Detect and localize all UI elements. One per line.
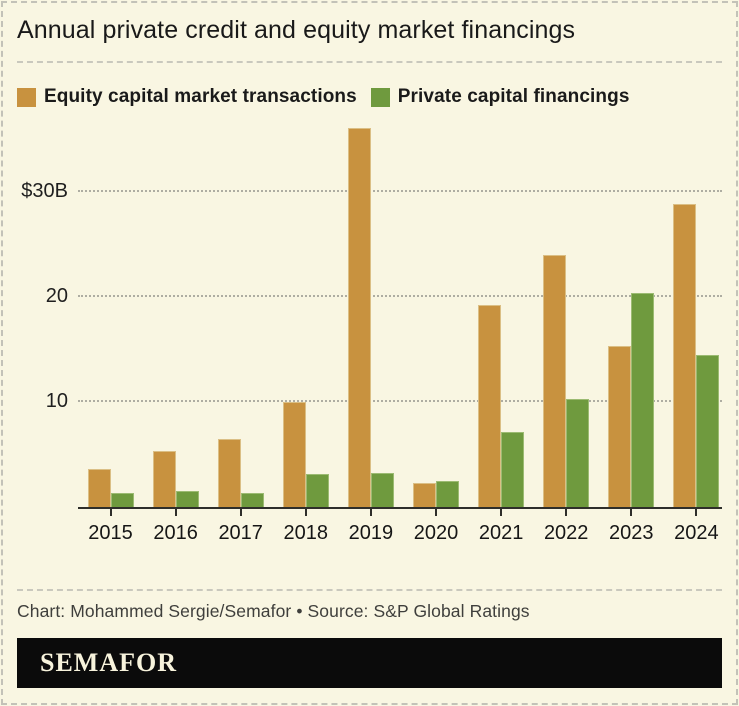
bar-private-2016 [175,491,199,507]
bar-equity-2015 [87,469,111,507]
x-axis-label-2016: 2016 [153,522,198,544]
bar-private-2015 [110,493,134,507]
x-axis-label-2015: 2015 [88,522,133,544]
bar-private-2020 [436,480,459,507]
y-axis-tick-label-10: 10 [45,390,68,412]
legend-label-private: Private capital financings [397,86,630,107]
semafor-logo: SEMAFOR [40,648,177,677]
bar-private-2021 [501,432,525,507]
x-axis-label-2024: 2024 [674,522,719,544]
bar-private-2017 [240,493,264,507]
bar-equity-2022 [543,255,567,507]
private-legend-swatch-icon [370,87,390,107]
x-axis-label-2017: 2017 [218,522,263,544]
x-axis-tick-2018 [304,507,307,516]
footer-divider [17,589,722,591]
bar-equity-2021 [478,305,502,507]
x-axis-label-2019: 2019 [348,522,394,544]
x-axis-label-2018: 2018 [283,522,329,544]
x-axis-tick-2017 [239,507,242,516]
legend-item-private: Private capital financings [370,86,630,108]
bar-equity-2016 [152,451,176,507]
gridline-10 [78,400,722,402]
x-axis-label-2022: 2022 [543,522,589,544]
x-axis-tick-2020 [435,507,437,516]
bar-private-2018 [305,474,329,507]
bar-equity-2024 [673,203,697,507]
bar-private-2022 [566,398,590,507]
gridline-30 [78,190,722,192]
y-axis-labels: 10 20 $30B [0,117,68,507]
x-axis-tick-2019 [369,507,372,516]
credit-line: Chart: Mohammed Sergie/Semafor • Source:… [17,601,530,621]
bar-equity-2020 [413,482,436,507]
semafor-logo-bar: SEMAFOR [17,638,722,688]
y-axis-tick-label-30: $30B [21,180,68,202]
bar-equity-2019 [347,127,371,507]
legend-label-equity: Equity capital market transactions [44,86,357,107]
legend: Equity capital market transactions Priva… [17,86,630,108]
x-axis-label-2020: 2020 [413,522,459,544]
x-axis-label-2023: 2023 [609,522,654,544]
bar-equity-2023 [608,346,632,507]
title-divider [17,61,722,63]
bar-private-2023 [631,292,655,507]
x-axis-label-2021: 2021 [478,522,524,544]
bar-equity-2017 [217,438,241,507]
bar-private-2024 [696,354,720,507]
x-axis-tick-2021 [500,507,503,516]
x-axis-tick-2016 [174,507,177,516]
chart-title: Annual private credit and equity market … [17,16,576,44]
bar-private-2019 [370,473,394,507]
x-axis-tick-2015 [109,507,112,516]
x-axis-tick-2024 [695,507,698,516]
x-axis-tick-2022 [565,507,568,516]
legend-item-equity: Equity capital market transactions [17,86,357,108]
plot-area: 2015 2016 2017 2018 2019 2020 2021 2022 2023 2024 [78,117,722,544]
x-axis-tick-2023 [630,507,633,516]
bar-equity-2018 [282,402,306,507]
gridline-20 [78,295,722,297]
y-axis-tick-label-20: 20 [45,285,68,307]
equity-legend-swatch-icon [17,87,36,107]
